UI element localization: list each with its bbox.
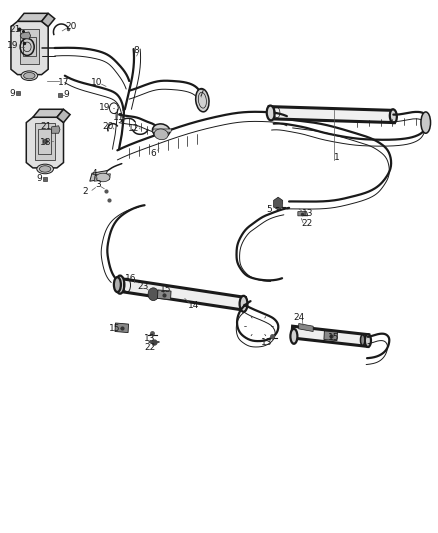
Text: 19: 19 bbox=[99, 103, 111, 112]
Text: 14: 14 bbox=[188, 301, 199, 310]
Ellipse shape bbox=[390, 109, 397, 123]
Ellipse shape bbox=[96, 173, 110, 182]
Text: 24: 24 bbox=[293, 313, 304, 321]
Polygon shape bbox=[94, 174, 110, 181]
Text: 4: 4 bbox=[92, 169, 97, 177]
Ellipse shape bbox=[116, 276, 124, 294]
Text: 6: 6 bbox=[150, 149, 156, 158]
Text: 19: 19 bbox=[7, 42, 19, 50]
Polygon shape bbox=[324, 331, 338, 341]
Polygon shape bbox=[90, 171, 107, 181]
Text: 20: 20 bbox=[65, 22, 77, 31]
Text: 12: 12 bbox=[128, 125, 139, 133]
Text: 16: 16 bbox=[125, 274, 136, 282]
Circle shape bbox=[148, 288, 159, 301]
Text: 21: 21 bbox=[40, 123, 51, 131]
Polygon shape bbox=[115, 323, 129, 333]
Polygon shape bbox=[292, 326, 369, 346]
Polygon shape bbox=[20, 32, 31, 39]
Text: 13: 13 bbox=[261, 338, 273, 346]
Text: 21: 21 bbox=[10, 25, 21, 34]
Text: 13: 13 bbox=[302, 209, 314, 217]
Polygon shape bbox=[299, 324, 313, 332]
Polygon shape bbox=[26, 117, 64, 168]
Text: 15: 15 bbox=[109, 325, 120, 333]
Text: 23: 23 bbox=[138, 282, 149, 291]
Ellipse shape bbox=[196, 88, 209, 112]
Polygon shape bbox=[20, 29, 39, 64]
Text: 10: 10 bbox=[91, 78, 102, 87]
Text: 7: 7 bbox=[198, 89, 205, 98]
Text: 13: 13 bbox=[144, 334, 155, 343]
Text: 11: 11 bbox=[113, 113, 124, 122]
Text: 17: 17 bbox=[58, 78, 69, 87]
Ellipse shape bbox=[39, 166, 51, 172]
Text: 18: 18 bbox=[40, 139, 52, 147]
Text: 15: 15 bbox=[160, 286, 171, 294]
Polygon shape bbox=[11, 21, 48, 75]
Polygon shape bbox=[52, 126, 60, 133]
Ellipse shape bbox=[360, 335, 365, 345]
Ellipse shape bbox=[290, 329, 297, 344]
Polygon shape bbox=[298, 212, 308, 216]
Text: 15: 15 bbox=[328, 333, 339, 342]
Text: 2: 2 bbox=[83, 188, 88, 196]
Text: 22: 22 bbox=[144, 343, 155, 352]
Ellipse shape bbox=[365, 334, 371, 347]
Text: 9: 9 bbox=[9, 89, 15, 98]
Ellipse shape bbox=[267, 106, 275, 120]
Polygon shape bbox=[42, 13, 55, 27]
Ellipse shape bbox=[421, 112, 431, 133]
Ellipse shape bbox=[37, 164, 53, 174]
Text: 20: 20 bbox=[102, 123, 113, 131]
Polygon shape bbox=[269, 107, 394, 123]
Ellipse shape bbox=[240, 296, 247, 312]
Ellipse shape bbox=[21, 71, 38, 80]
Text: 9: 9 bbox=[36, 174, 42, 183]
Polygon shape bbox=[274, 197, 283, 210]
Polygon shape bbox=[117, 278, 245, 310]
Polygon shape bbox=[18, 13, 48, 21]
Ellipse shape bbox=[24, 72, 35, 79]
Polygon shape bbox=[57, 109, 70, 123]
Text: 5: 5 bbox=[266, 205, 272, 214]
Ellipse shape bbox=[114, 277, 121, 292]
Ellipse shape bbox=[152, 124, 170, 138]
Text: 8: 8 bbox=[133, 46, 139, 55]
Text: 9: 9 bbox=[64, 91, 70, 99]
Ellipse shape bbox=[154, 129, 168, 140]
Polygon shape bbox=[33, 109, 64, 117]
Polygon shape bbox=[35, 123, 55, 160]
Polygon shape bbox=[152, 129, 172, 132]
Text: 3: 3 bbox=[95, 181, 101, 189]
Polygon shape bbox=[157, 290, 171, 300]
Text: 1: 1 bbox=[333, 153, 339, 161]
Text: 22: 22 bbox=[301, 220, 312, 228]
